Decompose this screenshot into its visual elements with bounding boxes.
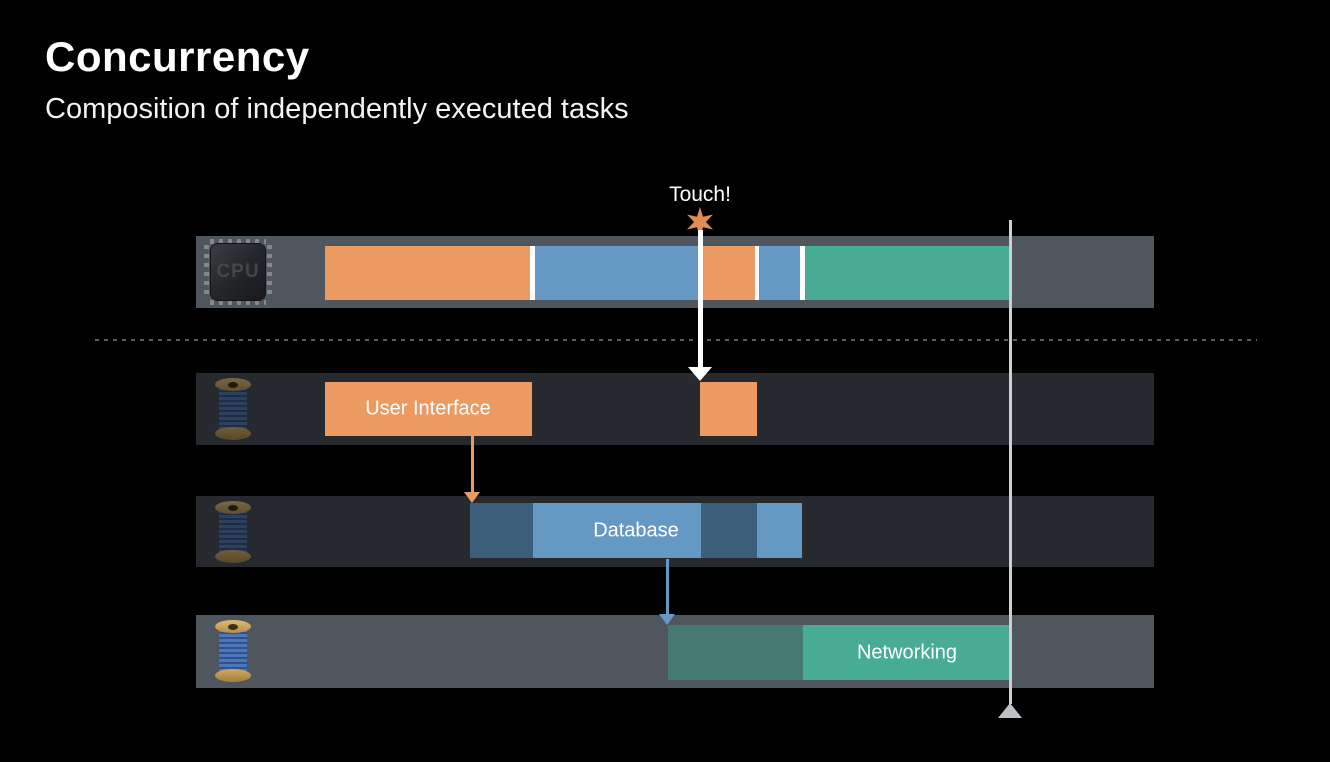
task-label-user-interface: User Interface: [365, 397, 491, 420]
cpu-slice-user-interface: [325, 246, 530, 300]
task-label-database: Database: [593, 519, 679, 542]
touch-star-icon: [687, 207, 713, 237]
cpu-slice-divider: [755, 246, 759, 300]
thread-row-user-interface: User Interface: [196, 373, 1154, 445]
touch-event-label: Touch!: [669, 183, 731, 206]
cpu-chip-icon: CPU: [204, 239, 272, 305]
cpu-chip-pins: [210, 239, 266, 244]
cpu-slice-networking: [805, 246, 1010, 300]
task-user-interface: [325, 382, 532, 436]
cpu-chip-body: CPU: [210, 243, 266, 301]
touch-star-shape: [687, 207, 713, 237]
database-to-networking-arrow: [665, 559, 669, 614]
task-label-networking: Networking: [856, 641, 958, 664]
cpu-chip-pins: [267, 245, 272, 299]
cpu-chip-label: CPU: [216, 261, 260, 282]
thread-spool-icon: [215, 378, 251, 440]
task-networking-waiting: [668, 625, 803, 680]
cpu-slice-database: [759, 246, 800, 300]
slide-title: Concurrency: [45, 33, 310, 80]
cpu-timeline-row: CPU: [196, 236, 1154, 308]
cpu-chip-pins: [204, 245, 209, 299]
thread-spool-icon: [215, 501, 251, 563]
thread-row-database: Database: [196, 496, 1154, 567]
cpu-slice-user-interface: [703, 246, 755, 300]
cpu-slice-database: [535, 246, 698, 300]
cpu-slice-divider: [530, 246, 535, 300]
cpu-thread-separator-line: [95, 339, 1257, 341]
task-database-running: [533, 503, 701, 558]
task-database-waiting: [701, 503, 757, 558]
task-user-interface-touch-handler: [700, 382, 757, 436]
task-database-waiting: [470, 503, 533, 558]
cpu-chip-pins: [210, 300, 266, 305]
task-networking-running: [803, 625, 1012, 680]
thread-spool-icon: [215, 620, 251, 682]
task-database-running: [757, 503, 802, 558]
playhead-marker-triangle: [998, 703, 1022, 718]
slide-subtitle: Composition of independently executed ta…: [45, 93, 629, 125]
thread-row-networking: Networking: [196, 615, 1154, 688]
cpu-slice-divider: [800, 246, 805, 300]
